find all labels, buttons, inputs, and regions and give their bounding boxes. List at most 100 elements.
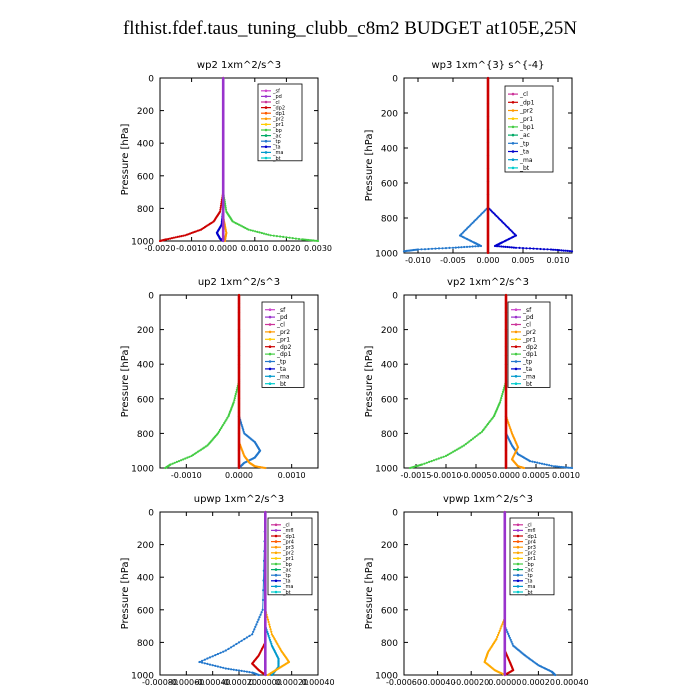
series-marker [309, 239, 312, 242]
series-marker [170, 237, 174, 240]
series-marker [504, 345, 508, 348]
y-tick-label: 400 [137, 140, 154, 150]
legend-label: _dp2 [272, 105, 285, 111]
x-tick-label: -0.0010 [171, 471, 202, 480]
legend-label: _ta [524, 579, 533, 585]
series-marker [450, 451, 453, 454]
series-marker [201, 661, 204, 664]
series-marker [268, 625, 271, 629]
series-marker [461, 445, 464, 448]
series-marker [402, 250, 406, 253]
series-marker [430, 247, 434, 250]
series-marker [509, 427, 512, 430]
series-marker [493, 213, 497, 216]
series-marker [463, 230, 466, 233]
series-marker [521, 247, 525, 250]
legend-swatch-marker [264, 89, 268, 93]
legend-label: _tp [524, 573, 533, 579]
series-marker [503, 641, 506, 644]
series-marker [237, 380, 241, 383]
x-tick-label: -0.00020 [221, 678, 257, 687]
legend-swatch-marker [264, 123, 268, 126]
y-axis-label: Pressure [hPa] [364, 346, 375, 418]
series-marker [222, 666, 225, 669]
series-marker [463, 245, 466, 249]
legend-label: _bt [272, 156, 281, 162]
series-marker [468, 440, 471, 443]
x-tick-label: -0.00020 [453, 678, 489, 687]
series-marker [561, 466, 565, 469]
legend-label: _ta [519, 149, 529, 156]
series-marker [237, 669, 241, 672]
series-marker [498, 217, 501, 220]
legend-label: _dp1 [524, 534, 537, 540]
series-marker [489, 419, 492, 422]
series-marker [182, 458, 185, 461]
series-marker [272, 234, 275, 237]
series-marker [504, 311, 508, 314]
series-marker [478, 214, 481, 217]
series-marker [220, 427, 223, 430]
x-tick-label: -0.0010 [176, 244, 207, 253]
legend-label: _dp1 [272, 111, 285, 117]
legend-label: _pd [276, 314, 288, 321]
legend-swatch-marker [264, 134, 268, 137]
series-marker [206, 662, 209, 666]
series-marker [533, 461, 536, 464]
series-marker [222, 207, 225, 210]
legend-box [504, 85, 554, 173]
series-marker [278, 646, 281, 649]
x-tick-label: -0.0020 [145, 244, 176, 253]
legend-label: _pr2 [524, 551, 536, 557]
series-marker [243, 670, 246, 673]
series-marker [486, 199, 490, 202]
series-marker [265, 233, 268, 236]
series-line [404, 78, 489, 252]
legend-swatch-marker [516, 529, 520, 532]
series-marker [266, 632, 270, 636]
series-marker [235, 388, 238, 391]
series-marker [460, 246, 463, 249]
series-marker [504, 466, 508, 470]
series-marker [567, 466, 570, 469]
figure-title: flthist.fdef.taus_tuning_clubb_c8m2 BUDG… [122, 18, 577, 39]
series-marker [175, 460, 178, 463]
legend-swatch-marker [268, 382, 272, 386]
series-marker [496, 245, 499, 248]
legend-swatch-marker [514, 330, 518, 334]
legend-swatch-marker [511, 109, 515, 112]
series-marker [219, 666, 222, 669]
series-marker [235, 390, 238, 393]
legend-label: _pr2 [282, 551, 294, 557]
series-marker [504, 293, 508, 297]
series-marker [543, 463, 546, 466]
series-marker [522, 466, 526, 470]
series-marker [230, 668, 233, 671]
series-marker [203, 658, 206, 661]
legend-label: _dp1 [522, 351, 538, 358]
series-marker [186, 456, 189, 459]
series-marker [224, 202, 227, 205]
series-line [160, 78, 224, 241]
series-marker [222, 109, 225, 112]
legend-box [507, 301, 551, 388]
x-tick-label: -0.00060 [168, 678, 204, 687]
series-marker [310, 239, 313, 242]
series-marker [266, 673, 270, 677]
series-marker [204, 445, 207, 448]
series-marker [507, 423, 511, 426]
series-marker [253, 628, 256, 631]
series-marker [227, 415, 230, 418]
legend-box [267, 517, 313, 596]
series-marker [268, 623, 271, 626]
x-tick-label: -0.00060 [386, 678, 422, 687]
x-tick-label: 0.0005 [522, 471, 550, 480]
series-marker [492, 212, 495, 215]
y-tick-label: 800 [381, 430, 398, 440]
legend-label: _tp [276, 359, 286, 366]
series-marker [272, 636, 275, 639]
series-marker [242, 226, 245, 229]
legend-swatch-marker [264, 106, 268, 109]
legend-swatch-marker [511, 133, 515, 137]
series-line [238, 295, 266, 468]
